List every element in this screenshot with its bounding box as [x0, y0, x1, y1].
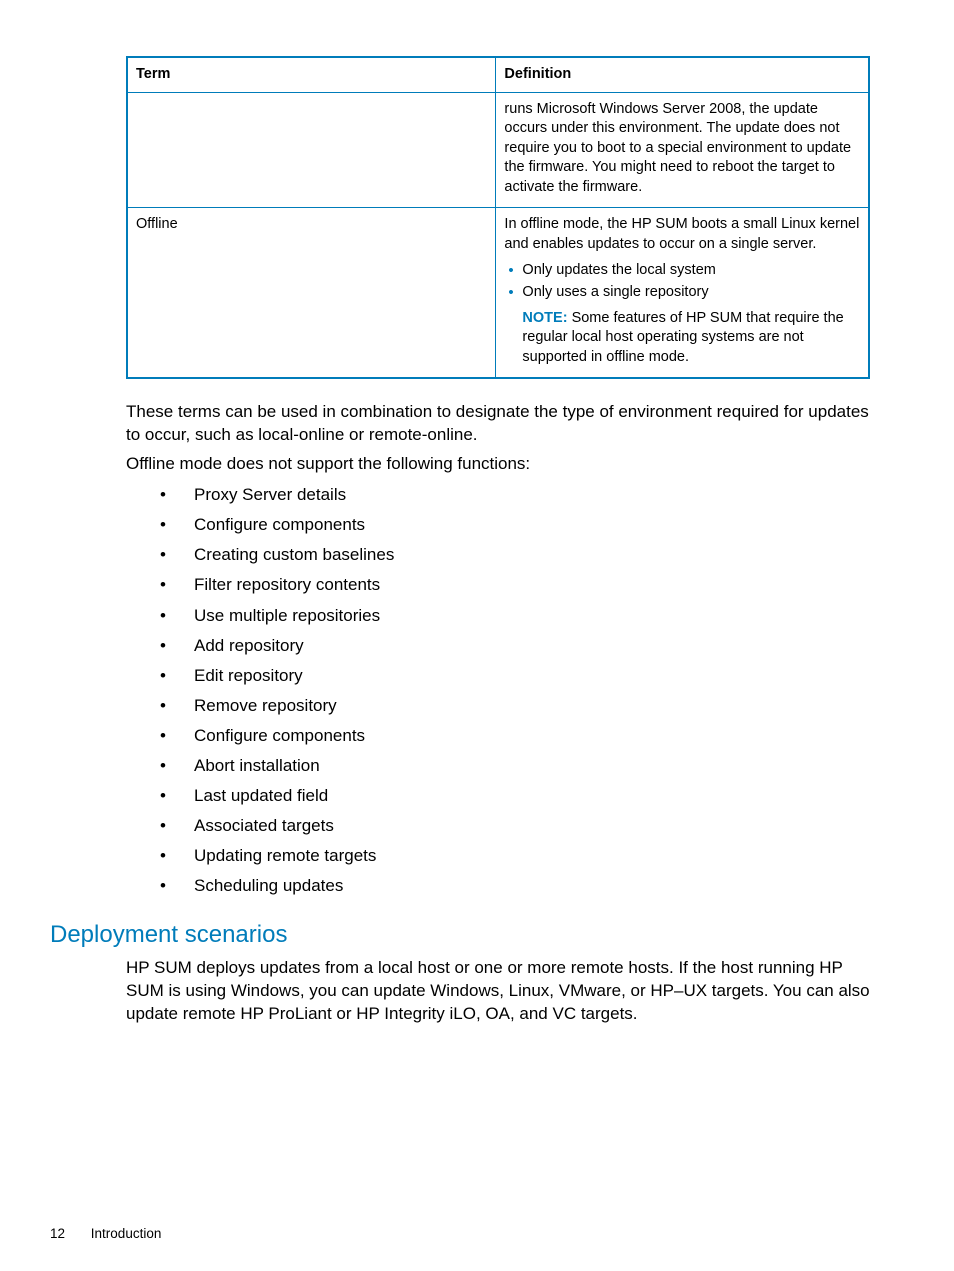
list-item: Configure components: [158, 514, 872, 536]
table-row: runs Microsoft Windows Server 2008, the …: [127, 92, 869, 208]
combo-paragraph: These terms can be used in combination t…: [126, 401, 870, 447]
note-block: NOTE: Some features of HP SUM that requi…: [504, 309, 860, 368]
list-item: Filter repository contents: [158, 574, 872, 596]
definition-bullet: Only updates the local system: [504, 261, 860, 281]
list-item: Abort installation: [158, 755, 872, 777]
list-item: Remove repository: [158, 695, 872, 717]
section-heading-deployment: Deployment scenarios: [50, 921, 872, 949]
offline-intro-paragraph: Offline mode does not support the follow…: [126, 453, 870, 476]
term-cell: [127, 92, 496, 208]
definition-bullet: Only uses a single repository: [504, 283, 860, 303]
definition-text: runs Microsoft Windows Server 2008, the …: [504, 101, 851, 195]
list-item: Add repository: [158, 635, 872, 657]
definitions-table: Term Definition runs Microsoft Windows S…: [126, 56, 870, 379]
list-item: Configure components: [158, 725, 872, 747]
term-cell: Offline: [127, 208, 496, 378]
list-item: Proxy Server details: [158, 484, 872, 506]
list-item: Updating remote targets: [158, 845, 872, 867]
list-item: Creating custom baselines: [158, 544, 872, 566]
page-footer: 12 Introduction: [50, 1226, 161, 1241]
definition-cell: runs Microsoft Windows Server 2008, the …: [496, 92, 869, 208]
col-header-term: Term: [127, 57, 496, 92]
list-item: Use multiple repositories: [158, 605, 872, 627]
document-page: Term Definition runs Microsoft Windows S…: [0, 0, 954, 1026]
note-text: Some features of HP SUM that require the…: [522, 310, 843, 365]
page-number: 12: [50, 1226, 65, 1241]
col-header-definition: Definition: [496, 57, 869, 92]
list-item: Scheduling updates: [158, 875, 872, 897]
list-item: Edit repository: [158, 665, 872, 687]
footer-section-name: Introduction: [91, 1226, 162, 1241]
note-label: NOTE:: [522, 310, 567, 326]
unsupported-functions-list: Proxy Server details Configure component…: [158, 484, 872, 897]
table-row: Offline In offline mode, the HP SUM boot…: [127, 208, 869, 378]
list-item: Associated targets: [158, 815, 872, 837]
deployment-paragraph: HP SUM deploys updates from a local host…: [126, 957, 870, 1026]
table-header-row: Term Definition: [127, 57, 869, 92]
definition-bullet-list: Only updates the local system Only uses …: [504, 261, 860, 303]
definition-text: In offline mode, the HP SUM boots a smal…: [504, 216, 859, 252]
definition-cell: In offline mode, the HP SUM boots a smal…: [496, 208, 869, 378]
list-item: Last updated field: [158, 785, 872, 807]
